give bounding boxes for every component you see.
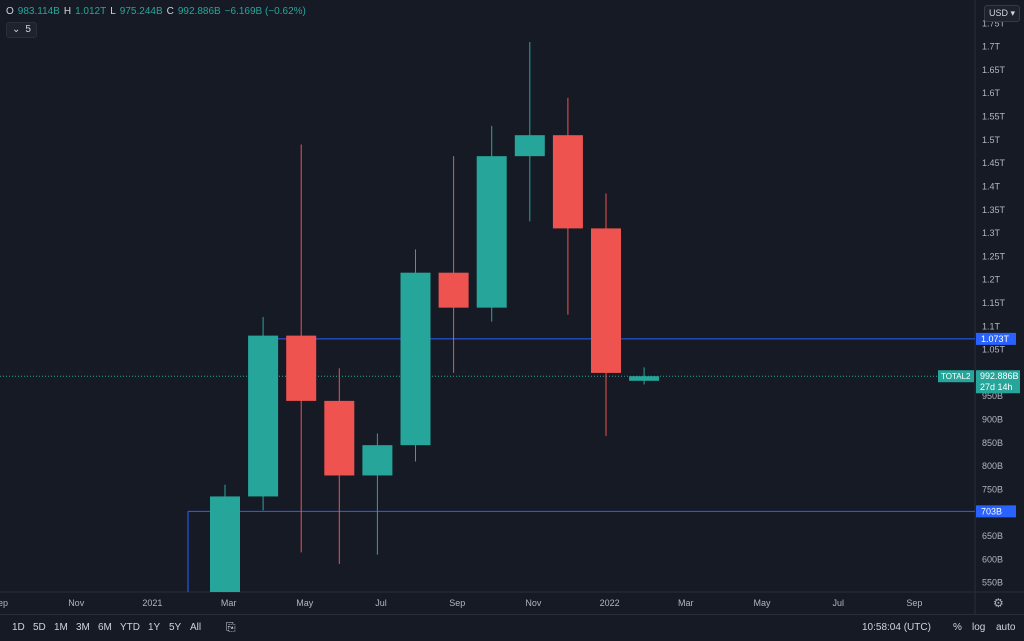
compare-range-icon[interactable]: ⎘	[226, 620, 236, 634]
y-tick-label: 950B	[982, 391, 1003, 401]
y-tick-label: 1.35T	[982, 205, 1006, 215]
symbol-label-bg	[938, 370, 974, 383]
range-button-1y[interactable]: 1Y	[148, 622, 161, 633]
x-tick-label: Sep	[906, 598, 922, 608]
change-value: −6.169B (−0.62%)	[224, 6, 306, 17]
y-tick-label: 650B	[982, 531, 1003, 541]
x-tick-label: 2021	[142, 598, 162, 608]
range-button-5y[interactable]: 5Y	[169, 622, 182, 633]
candle-body	[286, 335, 317, 401]
hline-price-label: 1.073T	[981, 334, 1010, 344]
range-button-1m[interactable]: 1M	[54, 622, 68, 633]
current-price-label-bg	[976, 370, 1020, 394]
y-tick-label: 1.25T	[982, 251, 1006, 261]
candle-body	[400, 272, 431, 446]
currency-select[interactable]: USD ▾	[984, 5, 1021, 22]
settings-icon[interactable]: ⚙	[993, 596, 1004, 610]
price-chart[interactable]: 550B600B650B700B750B800B850B900B950B1.05…	[0, 0, 1024, 614]
candle-body	[248, 335, 279, 497]
candle-body	[591, 228, 621, 373]
y-tick-label: 1.4T	[982, 181, 1001, 191]
log-scale-toggle[interactable]: log	[972, 622, 986, 633]
candle-body	[362, 445, 393, 476]
y-tick-label: 800B	[982, 461, 1003, 471]
y-tick-label: 1.65T	[982, 65, 1006, 75]
high-label: H	[63, 6, 72, 17]
y-tick-label: 1.75T	[982, 18, 1006, 28]
candle-body	[514, 135, 545, 157]
range-button-all[interactable]: All	[190, 622, 202, 633]
y-tick-label: 1.2T	[982, 275, 1001, 285]
auto-scale-toggle[interactable]: auto	[996, 622, 1016, 633]
range-button-6m[interactable]: 6M	[98, 622, 112, 633]
range-button-5d[interactable]: 5D	[33, 622, 46, 633]
x-tick-label: 2022	[600, 598, 620, 608]
x-tick-label: Mar	[678, 598, 694, 608]
x-tick-label: Sep	[0, 598, 8, 608]
current-price-label: 992.886B	[980, 371, 1019, 381]
range-button-ytd[interactable]: YTD	[120, 622, 140, 633]
y-tick-label: 900B	[982, 415, 1003, 425]
candle-body	[210, 496, 240, 592]
candle-body	[324, 400, 355, 476]
y-tick-label: 1.5T	[982, 135, 1001, 145]
x-tick-label: Mar	[221, 598, 237, 608]
y-tick-label: 1.1T	[982, 321, 1001, 331]
y-tick-label: 850B	[982, 438, 1003, 448]
y-tick-label: 550B	[982, 578, 1003, 588]
low-label: L	[110, 6, 116, 17]
currency-label: USD	[989, 8, 1009, 18]
x-tick-label: May	[296, 598, 314, 608]
x-tick-label: Jul	[832, 598, 844, 608]
low-value: 975.244B	[119, 6, 163, 17]
symbol-label: TOTAL2	[941, 372, 971, 381]
candle-body	[476, 156, 507, 308]
y-tick-label: 1.3T	[982, 228, 1001, 238]
y-tick-label: 1.55T	[982, 112, 1006, 122]
countdown-label: 27d 14h	[980, 382, 1013, 392]
y-tick-label: 1.05T	[982, 345, 1006, 355]
open-label: O	[6, 6, 14, 17]
y-tick-label: 1.15T	[982, 298, 1006, 308]
y-tick-label: 1.45T	[982, 158, 1006, 168]
close-label: C	[166, 6, 174, 17]
open-value: 983.114B	[17, 6, 60, 17]
candle-body	[438, 272, 469, 308]
high-value: 1.012T	[75, 6, 107, 17]
y-tick-label: 750B	[982, 484, 1003, 494]
x-tick-label: Jul	[375, 598, 387, 608]
hline-price-label-bg	[976, 505, 1016, 518]
hline-price-label-bg	[976, 332, 1016, 345]
range-button-3m[interactable]: 3M	[76, 622, 90, 633]
indicators-collapse-button[interactable]: ⌄ 5	[6, 22, 37, 38]
y-tick-label: 1.6T	[982, 88, 1001, 98]
y-tick-label: 600B	[982, 554, 1003, 564]
x-tick-label: May	[753, 598, 771, 608]
range-button-1d[interactable]: 1D	[12, 622, 25, 633]
percent-scale-toggle[interactable]: %	[953, 622, 962, 633]
indicator-count: 5	[25, 24, 31, 35]
utc-clock[interactable]: 10:58:04 (UTC)	[862, 622, 931, 633]
y-tick-label: 1.7T	[982, 42, 1001, 52]
candle-body	[629, 376, 660, 381]
x-tick-label: Sep	[449, 598, 465, 608]
x-tick-label: Nov	[68, 598, 85, 608]
close-value: 992.886B	[177, 6, 221, 17]
bottom-toolbar: 1D 5D 1M 3M 6M YTD 1Y 5Y All ⎘ 10:58:04 …	[0, 614, 1024, 641]
chevron-down-icon: ⌄	[12, 24, 21, 35]
x-tick-label: Nov	[525, 598, 542, 608]
hline-price-label: 703B	[981, 506, 1002, 516]
chevron-down-icon: ▾	[1010, 8, 1016, 18]
candle-body	[552, 135, 583, 229]
ohlc-legend: O 983.114B H 1.012T L 975.244B C 992.886B −6…	[6, 6, 306, 17]
